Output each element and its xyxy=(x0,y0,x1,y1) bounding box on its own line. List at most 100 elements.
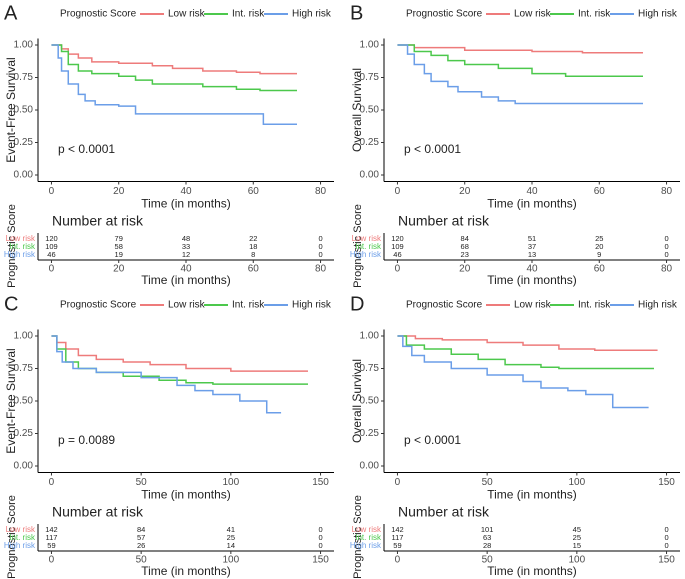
legend-label: High risk xyxy=(292,9,332,20)
x-tick-label: 150 xyxy=(312,477,329,488)
risk-count: 0 xyxy=(318,541,322,550)
y-tick-label: 0.00 xyxy=(14,461,34,472)
legend-label: Low risk xyxy=(168,9,206,20)
risk-count: 22 xyxy=(249,234,257,243)
risk-count: 117 xyxy=(45,533,57,542)
x-tick-label: 0 xyxy=(395,477,401,488)
y-axis-title: Event-Free Survival xyxy=(4,348,18,453)
risk-count: 45 xyxy=(573,525,581,534)
p-value: p < 0.0001 xyxy=(404,433,461,447)
risk-count: 14 xyxy=(227,541,235,550)
risk-count: 0 xyxy=(664,250,668,259)
risk-x-axis-title: Time (in months) xyxy=(141,273,231,287)
y-tick-label: 0.00 xyxy=(360,461,380,472)
risk-x-tick-label: 80 xyxy=(315,264,327,275)
risk-count: 28 xyxy=(483,541,491,550)
x-axis-title: Time (in months) xyxy=(487,197,577,211)
survival-curve xyxy=(397,335,654,370)
x-axis-title: Time (in months) xyxy=(141,488,231,502)
risk-x-tick-label: 80 xyxy=(661,264,673,275)
y-axis-title: Overall Survival xyxy=(350,68,364,152)
risk-table-title: Number at risk xyxy=(52,213,144,229)
risk-row-label: Int. risk xyxy=(355,242,382,251)
risk-row-label: High risk xyxy=(4,250,36,259)
risk-count: 41 xyxy=(227,525,235,534)
risk-x-axis-title: Time (in months) xyxy=(487,273,577,287)
risk-row-label: High risk xyxy=(350,541,382,550)
legend-label: Low risk xyxy=(514,9,552,20)
risk-count: 117 xyxy=(391,533,403,542)
risk-count: 0 xyxy=(664,234,668,243)
y-axis-title: Event-Free Survival xyxy=(4,57,18,162)
risk-x-tick-label: 20 xyxy=(459,264,471,275)
risk-row-label: Low risk xyxy=(6,525,36,534)
survival-curve xyxy=(397,335,658,352)
risk-count: 25 xyxy=(595,234,603,243)
survival-curve xyxy=(51,44,297,92)
p-value: p = 0.0089 xyxy=(58,433,115,447)
risk-count: 109 xyxy=(391,242,404,251)
y-tick-label: 0.75 xyxy=(14,363,34,374)
p-value: p < 0.0001 xyxy=(404,142,461,156)
risk-count: 26 xyxy=(137,541,145,550)
x-tick-label: 100 xyxy=(223,477,240,488)
risk-x-axis-title: Time (in months) xyxy=(141,564,231,578)
risk-count: 0 xyxy=(664,541,668,550)
x-tick-label: 0 xyxy=(49,186,55,197)
x-tick-label: 0 xyxy=(395,186,401,197)
legend-label: High risk xyxy=(292,300,332,311)
risk-count: 57 xyxy=(137,533,145,542)
risk-count: 59 xyxy=(47,541,55,550)
risk-x-tick-label: 0 xyxy=(395,555,401,566)
risk-count: 46 xyxy=(393,250,401,259)
risk-count: 120 xyxy=(45,234,58,243)
risk-count: 79 xyxy=(115,234,123,243)
legend-title: Prognostic Score xyxy=(60,9,137,20)
y-axis-title: Overall Survival xyxy=(350,359,364,443)
risk-count: 0 xyxy=(664,242,668,251)
x-tick-label: 60 xyxy=(248,186,260,197)
risk-count: 142 xyxy=(391,525,404,534)
panel-label: A xyxy=(4,2,18,24)
y-tick-label: 0.75 xyxy=(360,363,380,374)
risk-table-title: Number at risk xyxy=(398,504,490,520)
risk-count: 13 xyxy=(528,250,536,259)
risk-x-tick-label: 60 xyxy=(248,264,260,275)
x-axis-title: Time (in months) xyxy=(141,197,231,211)
x-tick-label: 20 xyxy=(113,186,125,197)
x-tick-label: 100 xyxy=(569,477,586,488)
x-tick-label: 20 xyxy=(459,186,471,197)
survival-curve xyxy=(397,335,649,409)
y-tick-label: 0.25 xyxy=(14,428,34,439)
risk-row-label: Int. risk xyxy=(355,533,382,542)
risk-count: 9 xyxy=(597,250,601,259)
x-axis-title: Time (in months) xyxy=(487,488,577,502)
risk-row-label: High risk xyxy=(350,250,382,259)
panel-label: B xyxy=(350,2,363,24)
x-tick-label: 150 xyxy=(658,477,675,488)
risk-table-y-title: Prognostic Score xyxy=(352,204,364,288)
risk-x-tick-label: 50 xyxy=(136,555,148,566)
x-tick-label: 50 xyxy=(136,477,148,488)
y-tick-label: 0.75 xyxy=(14,72,34,83)
risk-count: 84 xyxy=(137,525,145,534)
survival-curve xyxy=(51,44,297,75)
legend-label: High risk xyxy=(638,300,678,311)
x-tick-label: 80 xyxy=(315,186,327,197)
risk-count: 12 xyxy=(182,250,190,259)
x-tick-label: 60 xyxy=(594,186,606,197)
risk-table-title: Number at risk xyxy=(398,213,490,229)
risk-count: 63 xyxy=(483,533,491,542)
legend-label: Low risk xyxy=(168,300,206,311)
risk-x-tick-label: 60 xyxy=(594,264,606,275)
legend-title: Prognostic Score xyxy=(60,300,137,311)
x-tick-label: 40 xyxy=(180,186,192,197)
risk-x-tick-label: 100 xyxy=(569,555,586,566)
y-tick-label: 0.00 xyxy=(360,170,380,181)
risk-row-label: Low risk xyxy=(352,525,382,534)
risk-row-label: Low risk xyxy=(352,234,382,243)
x-tick-label: 50 xyxy=(482,477,494,488)
risk-row-label: Int. risk xyxy=(9,533,36,542)
risk-count: 101 xyxy=(481,525,494,534)
risk-count: 25 xyxy=(573,533,581,542)
